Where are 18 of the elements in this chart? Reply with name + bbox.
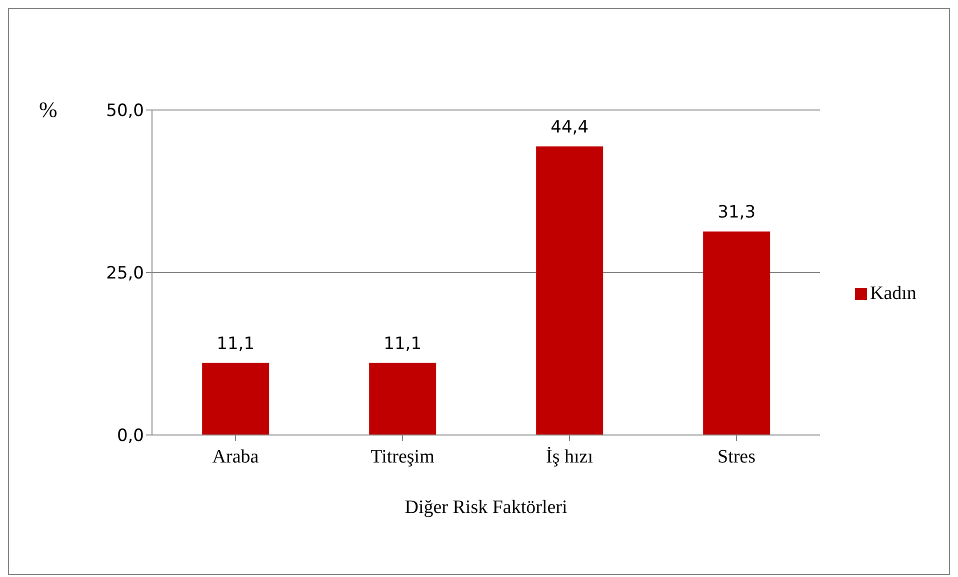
y-tick-label: 0,0 xyxy=(116,426,144,446)
data-label: 11,1 xyxy=(384,334,422,354)
bar xyxy=(703,232,770,435)
x-tick-label: Titreşim xyxy=(370,446,435,468)
x-tick-label: Araba xyxy=(212,446,260,468)
x-axis-title: Diğer Risk Faktörleri xyxy=(404,497,568,519)
data-label: 31,3 xyxy=(718,202,756,223)
bar xyxy=(369,362,436,435)
bar xyxy=(202,362,270,435)
y-axis-title: % xyxy=(39,97,58,123)
data-label: 11,1 xyxy=(216,334,255,354)
legend-label: Kadın xyxy=(869,283,916,305)
x-tick-label: Stres xyxy=(718,446,756,468)
bar xyxy=(536,146,604,435)
y-tick-label: 50,0 xyxy=(106,101,144,122)
y-tick-label: 25,0 xyxy=(106,264,144,284)
x-tick-label: İş hızı xyxy=(546,446,593,468)
data-label: 44,4 xyxy=(550,117,589,138)
